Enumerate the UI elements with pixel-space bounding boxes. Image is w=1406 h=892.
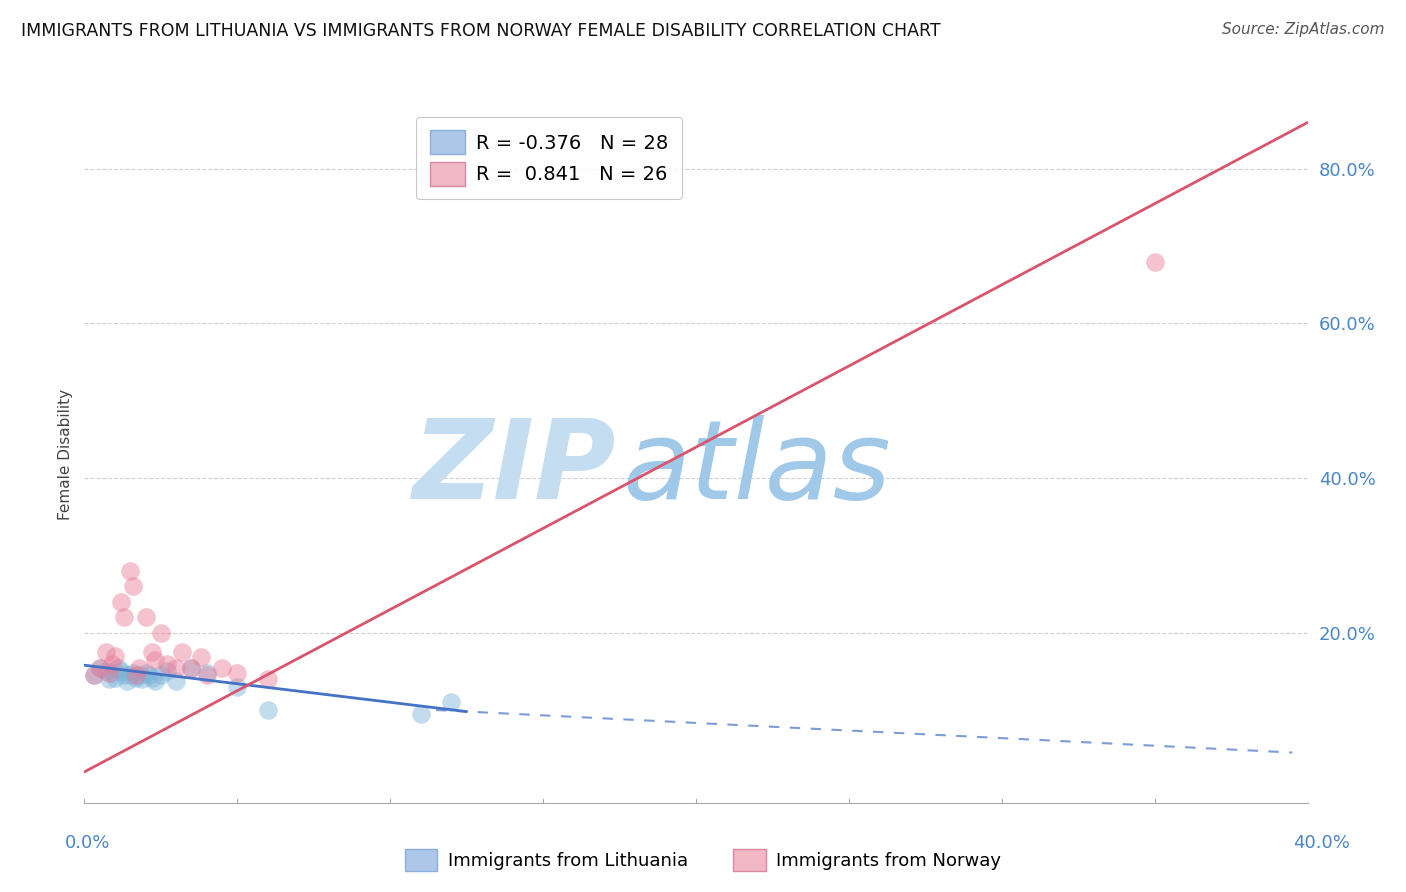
Point xyxy=(89,660,111,674)
Point xyxy=(143,653,166,667)
Text: atlas: atlas xyxy=(623,416,891,523)
Point xyxy=(122,579,145,593)
Point xyxy=(165,673,187,688)
Point xyxy=(107,660,129,674)
Point xyxy=(101,665,124,680)
Point xyxy=(257,703,280,717)
Point xyxy=(195,665,218,680)
Point xyxy=(156,665,179,679)
Point xyxy=(141,671,163,685)
Point xyxy=(101,657,124,671)
Point xyxy=(120,668,142,682)
Point xyxy=(83,668,105,682)
Point xyxy=(440,695,463,709)
Text: Source: ZipAtlas.com: Source: ZipAtlas.com xyxy=(1222,22,1385,37)
Point xyxy=(143,673,166,688)
Point xyxy=(135,610,157,624)
Point xyxy=(112,610,135,624)
Y-axis label: Female Disability: Female Disability xyxy=(58,389,73,521)
Point xyxy=(97,672,120,686)
Point xyxy=(128,660,150,674)
Point xyxy=(83,668,105,682)
Point xyxy=(110,665,132,679)
Point xyxy=(104,648,127,663)
Point xyxy=(112,668,135,682)
Point xyxy=(94,665,117,679)
Point xyxy=(135,665,157,680)
Point xyxy=(180,660,202,674)
Point xyxy=(120,564,142,578)
Text: 40.0%: 40.0% xyxy=(1294,834,1350,852)
Point xyxy=(97,665,120,680)
Point xyxy=(125,671,148,685)
Point xyxy=(257,672,280,686)
Point xyxy=(115,673,138,688)
Point xyxy=(122,665,145,680)
Point xyxy=(131,672,153,686)
Point xyxy=(89,660,111,674)
Point xyxy=(125,668,148,682)
Text: 0.0%: 0.0% xyxy=(65,834,110,852)
Point xyxy=(165,660,187,674)
Point xyxy=(180,660,202,674)
Point xyxy=(195,668,218,682)
Point xyxy=(190,650,212,665)
Point xyxy=(226,680,249,694)
Text: IMMIGRANTS FROM LITHUANIA VS IMMIGRANTS FROM NORWAY FEMALE DISABILITY CORRELATIO: IMMIGRANTS FROM LITHUANIA VS IMMIGRANTS … xyxy=(21,22,941,40)
Point xyxy=(156,657,179,671)
Point xyxy=(149,668,172,682)
Point xyxy=(94,645,117,659)
Point xyxy=(172,645,194,659)
Text: ZIP: ZIP xyxy=(413,416,616,523)
Legend: Immigrants from Lithuania, Immigrants from Norway: Immigrants from Lithuania, Immigrants fr… xyxy=(398,842,1008,879)
Point xyxy=(104,671,127,685)
Point xyxy=(1143,254,1166,268)
Point xyxy=(211,660,233,674)
Point xyxy=(149,625,172,640)
Point xyxy=(226,665,249,680)
Point xyxy=(409,706,432,721)
Point xyxy=(110,595,132,609)
Point xyxy=(138,668,160,682)
Legend: R = -0.376   N = 28, R =  0.841   N = 26: R = -0.376 N = 28, R = 0.841 N = 26 xyxy=(416,117,682,199)
Point xyxy=(128,668,150,682)
Point xyxy=(141,645,163,659)
